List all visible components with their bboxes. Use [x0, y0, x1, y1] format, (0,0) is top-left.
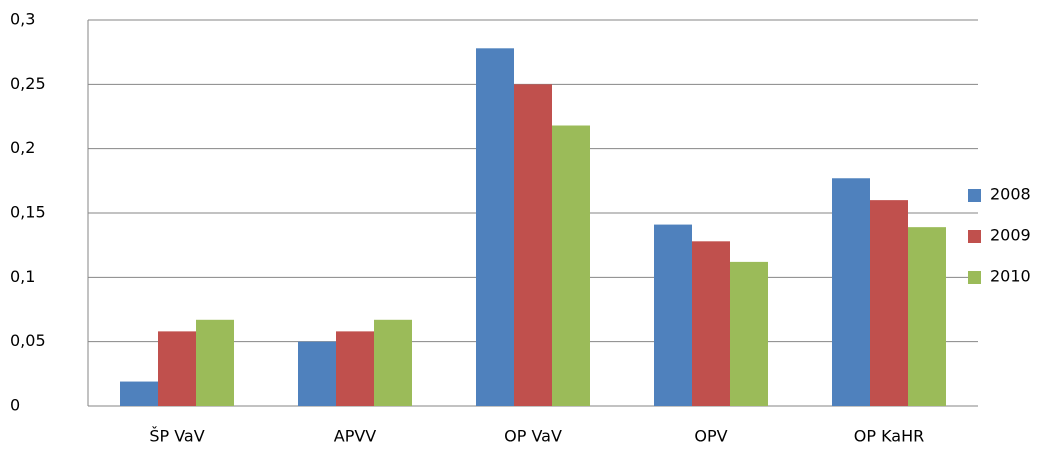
bar	[476, 48, 514, 406]
bar	[196, 319, 234, 406]
bar	[298, 341, 336, 406]
bar	[336, 331, 374, 406]
y-tick-label: 0,15	[10, 203, 46, 222]
bar	[552, 125, 590, 407]
bar	[654, 224, 692, 406]
legend-label: 2009	[990, 226, 1031, 245]
y-tick-label: 0,2	[10, 138, 35, 157]
x-tick-label: OP KaHR	[854, 427, 925, 446]
bar	[692, 241, 730, 406]
bar	[158, 331, 196, 406]
x-tick-label: ŠP VaV	[149, 427, 204, 446]
bar	[908, 227, 946, 406]
legend-swatch	[968, 271, 981, 284]
y-tick-label: 0,25	[10, 74, 46, 93]
bar	[870, 200, 908, 406]
y-tick-label: 0,1	[10, 267, 35, 286]
legend-swatch	[968, 230, 981, 243]
legend-label: 2010	[990, 267, 1031, 286]
bar	[730, 261, 768, 406]
legend-swatch	[968, 189, 981, 202]
y-tick-label: 0	[10, 396, 20, 415]
y-tick-label: 0,3	[10, 10, 35, 29]
bar	[832, 178, 870, 406]
x-tick-label: APVV	[334, 427, 377, 446]
legend-label: 2008	[990, 185, 1031, 204]
bar	[374, 319, 412, 406]
x-tick-label: OP VaV	[504, 427, 562, 446]
bar	[514, 84, 552, 406]
y-tick-label: 0,05	[10, 331, 46, 350]
x-tick-label: OPV	[694, 427, 727, 446]
bar	[120, 381, 158, 406]
